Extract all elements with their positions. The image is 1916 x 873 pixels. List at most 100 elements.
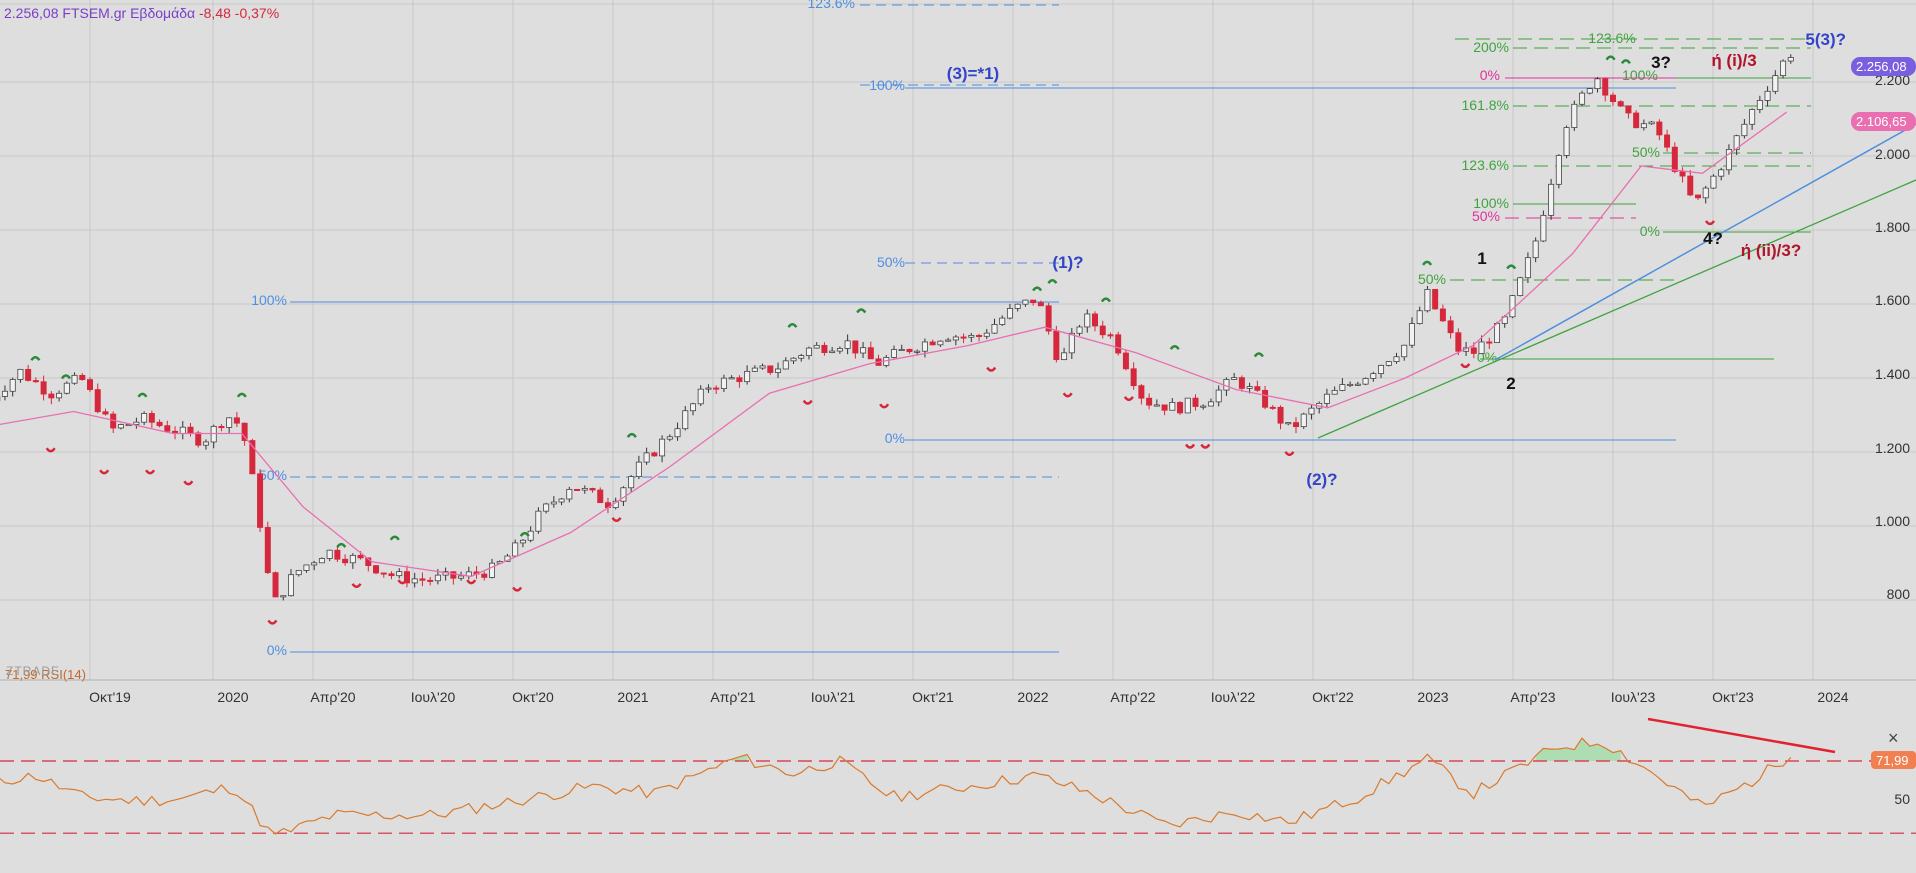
candle-up — [999, 317, 1006, 325]
bottom-marker — [1200, 443, 1211, 449]
candle-up — [141, 413, 148, 423]
candle-up — [1370, 373, 1377, 379]
candle-up — [1401, 344, 1408, 358]
candle-up — [1076, 326, 1083, 334]
candle-down — [713, 387, 720, 390]
candle-down — [1439, 308, 1446, 322]
candle-down — [1045, 305, 1052, 332]
candle-up — [921, 341, 928, 352]
top-marker — [626, 432, 637, 438]
candle-down — [1633, 112, 1640, 129]
candle-down — [1238, 377, 1245, 389]
candle-up — [759, 365, 766, 369]
candle-down — [164, 425, 171, 432]
candle-up — [1246, 386, 1253, 389]
candle-down — [1130, 368, 1137, 387]
x-tick-label: Απρ'22 — [1110, 689, 1155, 705]
candle-up — [535, 510, 542, 532]
candle-up — [458, 575, 465, 579]
candle-down — [1138, 385, 1145, 399]
bottom-marker — [1284, 451, 1295, 457]
candle-up — [1339, 384, 1346, 391]
wave-labels: (3)=*1) (1)? (2)? 5(3)? 1 2 3? 4? ή (i)/3 ή (ii)/… — [947, 30, 1846, 489]
candle-up — [805, 347, 812, 357]
candle-up — [1640, 123, 1647, 129]
candle-down — [651, 452, 658, 457]
candle-up — [1331, 389, 1338, 395]
top-marker — [787, 322, 798, 328]
candle-up — [581, 487, 588, 491]
candle-down — [380, 572, 387, 575]
fib-green-label: 50% — [1632, 144, 1660, 160]
candle-down — [102, 411, 109, 415]
candle-up — [968, 334, 975, 338]
candle-up — [1540, 214, 1547, 242]
candle-up — [1733, 135, 1740, 150]
candle-down — [821, 344, 828, 353]
top-marker — [1253, 352, 1264, 358]
candle-up — [1285, 422, 1292, 425]
candle-up — [844, 340, 851, 349]
candle-down — [1092, 313, 1099, 327]
rsi-close-button[interactable]: × — [1888, 728, 1899, 748]
candle-up — [396, 571, 403, 577]
candle-up — [898, 348, 905, 351]
candle-up — [1478, 341, 1485, 354]
candle-down — [272, 572, 279, 598]
top-marker — [389, 535, 400, 541]
candle-up — [543, 503, 550, 512]
candle-up — [1408, 323, 1415, 346]
rsi-panel: 50 — [0, 717, 1916, 835]
candle-up — [1006, 308, 1013, 319]
candle-up — [566, 488, 573, 500]
bottom-marker — [1185, 443, 1196, 449]
candle-up — [1725, 148, 1732, 171]
bottom-marker — [879, 403, 890, 409]
bottom-marker — [466, 579, 477, 585]
candle-down — [589, 487, 596, 491]
bottom-marker — [802, 399, 813, 405]
candle-down — [1656, 121, 1663, 136]
candle-up — [705, 387, 712, 390]
candle-down — [929, 341, 936, 346]
candle-up — [674, 428, 681, 438]
x-tick-label: Οκτ'23 — [1712, 689, 1754, 705]
candle-up — [295, 570, 302, 576]
fib-blue-label: 50% — [259, 467, 287, 483]
rsi-tick-label: 50 — [1894, 791, 1910, 807]
candle-down — [1687, 175, 1694, 196]
bottom-marker — [45, 447, 56, 453]
x-tick-label: 2022 — [1017, 689, 1048, 705]
candle-up — [891, 349, 898, 358]
candle-up — [937, 340, 944, 346]
rsi-badge-text: 71,99 — [1876, 753, 1909, 768]
candle-up — [1563, 127, 1570, 156]
candle-down — [156, 421, 163, 427]
candle-down — [79, 374, 86, 381]
candle-up — [813, 344, 820, 349]
wave-label-red: ή (i)/3 — [1711, 51, 1756, 70]
candle-up — [280, 595, 287, 598]
candle-down — [1107, 334, 1114, 337]
candle-down — [1053, 330, 1060, 361]
candle-up — [1780, 60, 1787, 77]
x-tick-label: 2021 — [617, 689, 648, 705]
candle-up — [512, 542, 519, 557]
candle-down — [960, 336, 967, 339]
candle-up — [1014, 303, 1021, 309]
candle-down — [1269, 406, 1276, 409]
rsi-header-label: RSI(14) — [41, 667, 86, 682]
candle-down — [1115, 334, 1122, 354]
candle-down — [597, 489, 604, 504]
candle-up — [434, 574, 441, 582]
x-tick-label: Απρ'20 — [310, 689, 355, 705]
fib-blue-label: 50% — [877, 254, 905, 270]
candle-up — [697, 388, 704, 405]
candle-down — [1695, 194, 1702, 199]
candle-up — [1741, 123, 1748, 137]
trend-line-blue — [1494, 123, 1916, 361]
candle-down — [1192, 397, 1199, 407]
candle-up — [1702, 187, 1709, 199]
top-marker — [1169, 344, 1180, 350]
